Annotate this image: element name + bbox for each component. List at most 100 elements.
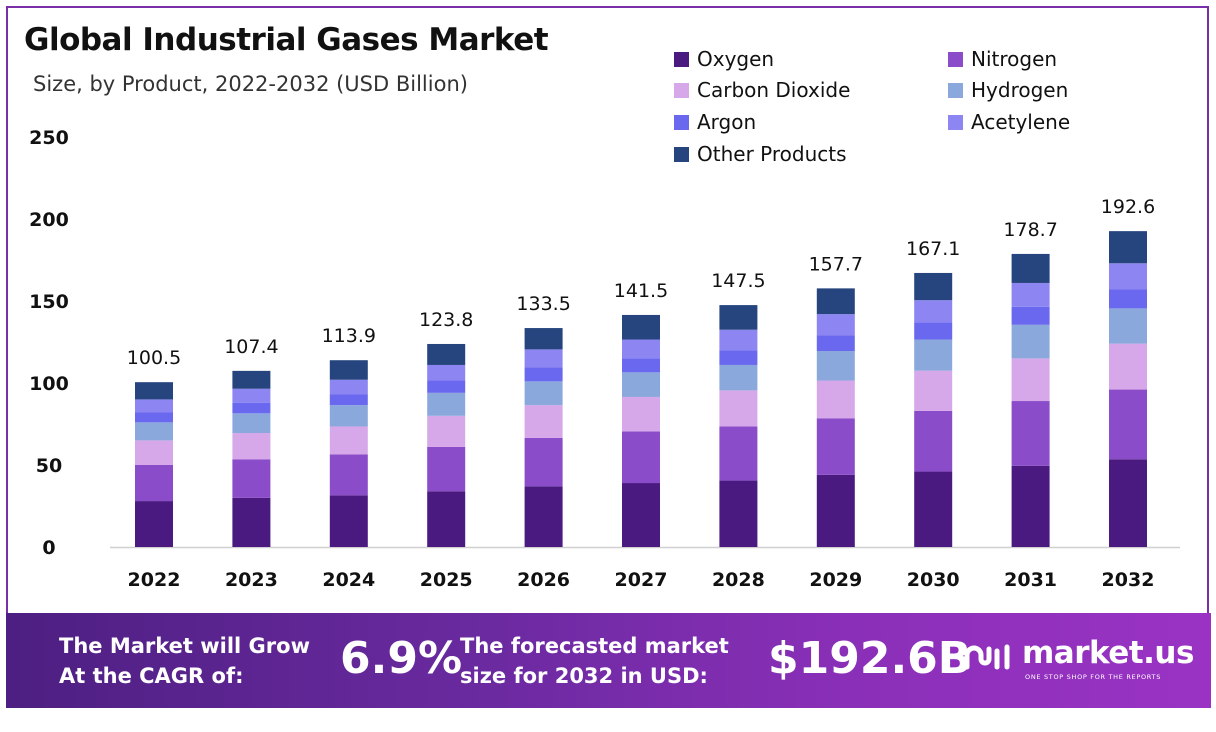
- bar-segment-other-products: [816, 288, 855, 315]
- bar-segment-argon: [622, 358, 660, 373]
- cagr-label: The Market will Grow At the CAGR of:: [59, 634, 310, 688]
- legend-swatch-argon: [674, 114, 689, 130]
- bar-segment-acetylene: [622, 339, 660, 359]
- legend-label-oxygen: Oxygen: [697, 47, 775, 71]
- bar-segment-oxygen: [622, 483, 660, 547]
- bar-segment-oxygen: [1109, 459, 1147, 547]
- bar-segment-carbon-dioxide: [816, 380, 855, 419]
- bar-total-label: 147.5: [711, 270, 765, 292]
- legend-label-nitrogen: Nitrogen: [971, 47, 1058, 71]
- bar-segment-other-products: [719, 305, 758, 330]
- legend-item-acetylene: Acetylene: [948, 110, 1070, 134]
- legend-label-acetylene: Acetylene: [971, 110, 1071, 134]
- bar-segment-carbon-dioxide: [524, 405, 563, 438]
- market-us-logo-icon: [964, 644, 1010, 670]
- bar-segment-argon: [135, 412, 173, 423]
- bar-segment-hydrogen: [232, 413, 271, 434]
- bar-segment-hydrogen: [816, 351, 855, 381]
- bar-total-label: 123.8: [419, 309, 473, 331]
- bar-segment-hydrogen: [524, 381, 563, 406]
- bar-segment-other-products: [1011, 253, 1050, 283]
- bar-segment-other-products: [524, 328, 563, 350]
- legend-item-nitrogen: Nitrogen: [948, 47, 1057, 71]
- bar-segment-nitrogen: [1011, 401, 1050, 466]
- x-tick-label: 2031: [1004, 569, 1057, 591]
- bar-segment-nitrogen: [232, 459, 271, 498]
- bar-segment-acetylene: [719, 329, 758, 351]
- y-tick-label: 150: [29, 291, 69, 313]
- bar-segment-oxygen: [232, 497, 271, 547]
- x-tick-label: 2027: [615, 569, 668, 591]
- x-tick-label: 2025: [420, 569, 473, 591]
- bar-segment-argon: [719, 350, 758, 365]
- bar-segment-carbon-dioxide: [1109, 343, 1147, 390]
- bar-segment-carbon-dioxide: [329, 426, 368, 455]
- bar-segment-hydrogen: [329, 405, 368, 427]
- y-tick-label: 100: [29, 373, 69, 395]
- legend-swatch-hydrogen: [948, 82, 963, 98]
- bar-segment-hydrogen: [719, 364, 758, 391]
- bar-segment-argon: [816, 335, 855, 352]
- bar-segment-acetylene: [524, 349, 563, 368]
- bar-total-label: 192.6: [1101, 196, 1155, 218]
- chart-subtitle: Size, by Product, 2022-2032 (USD Billion…: [33, 72, 468, 96]
- bar-total-label: 157.7: [809, 253, 863, 275]
- bar-segment-nitrogen: [135, 465, 173, 502]
- y-tick-label: 50: [36, 455, 62, 477]
- legend-swatch-nitrogen: [948, 51, 963, 67]
- bar-total-label: 133.5: [516, 293, 570, 315]
- y-tick-label: 250: [29, 127, 69, 149]
- bar-segment-acetylene: [1011, 282, 1050, 307]
- legend-item-hydrogen: Hydrogen: [948, 78, 1068, 102]
- bar-segment-carbon-dioxide: [622, 396, 660, 432]
- forecast-label: The forecasted market size for 2032 in U…: [460, 634, 729, 688]
- bar-total-label: 167.1: [906, 238, 960, 260]
- bar-segment-oxygen: [427, 491, 466, 547]
- x-tick-label: 2028: [712, 569, 765, 591]
- legend-swatch-acetylene: [948, 114, 963, 130]
- bar-segment-oxygen: [914, 471, 953, 547]
- bar-segment-argon: [232, 402, 271, 414]
- bar-segment-acetylene: [914, 300, 953, 323]
- bar-segment-oxygen: [719, 480, 758, 547]
- bar-segment-acetylene: [427, 364, 466, 381]
- bar-segment-carbon-dioxide: [719, 390, 758, 427]
- bar-segment-argon: [1109, 289, 1147, 309]
- bar-segment-argon: [524, 367, 563, 382]
- bar-segment-carbon-dioxide: [1011, 358, 1050, 402]
- bar-total-label: 141.5: [614, 280, 668, 302]
- bar-segment-nitrogen: [719, 426, 758, 481]
- bar-segment-hydrogen: [1109, 308, 1147, 344]
- bar-total-label: 178.7: [1003, 219, 1057, 241]
- x-tick-label: 2023: [225, 569, 278, 591]
- bar-segment-hydrogen: [914, 339, 953, 371]
- bar-segment-other-products: [914, 272, 953, 301]
- bar-segment-acetylene: [329, 379, 368, 395]
- legend-label-argon: Argon: [697, 110, 757, 134]
- bar-segment-other-products: [232, 370, 271, 389]
- bar-segment-carbon-dioxide: [135, 440, 173, 465]
- bar-segment-hydrogen: [135, 422, 173, 441]
- bar-segment-acetylene: [232, 388, 271, 403]
- bar-segment-acetylene: [135, 399, 173, 413]
- x-tick-label: 2030: [907, 569, 960, 591]
- bar-segment-oxygen: [135, 501, 173, 547]
- bar-segment-other-products: [329, 360, 368, 380]
- bar-segment-nitrogen: [427, 446, 466, 492]
- bar-total-label: 107.4: [224, 336, 278, 358]
- bar-total-label: 100.5: [127, 347, 181, 369]
- bar-segment-nitrogen: [914, 410, 953, 472]
- legend-label-hydrogen: Hydrogen: [971, 78, 1069, 102]
- bar-segment-oxygen: [524, 486, 563, 547]
- bar-segment-carbon-dioxide: [914, 370, 953, 411]
- brand-tagline: ONE STOP SHOP FOR THE REPORTS: [1025, 673, 1162, 681]
- legend-item-oxygen: Oxygen: [674, 47, 774, 71]
- bar-segment-acetylene: [816, 314, 855, 336]
- bar-segment-nitrogen: [622, 431, 660, 484]
- legend-swatch-oxygen: [674, 51, 689, 67]
- bar-segment-nitrogen: [329, 454, 368, 496]
- x-tick-label: 2032: [1102, 569, 1155, 591]
- legend-swatch-other-products: [674, 146, 689, 162]
- bar-segment-carbon-dioxide: [427, 415, 466, 447]
- legend-item-other-products: Other Products: [674, 142, 847, 166]
